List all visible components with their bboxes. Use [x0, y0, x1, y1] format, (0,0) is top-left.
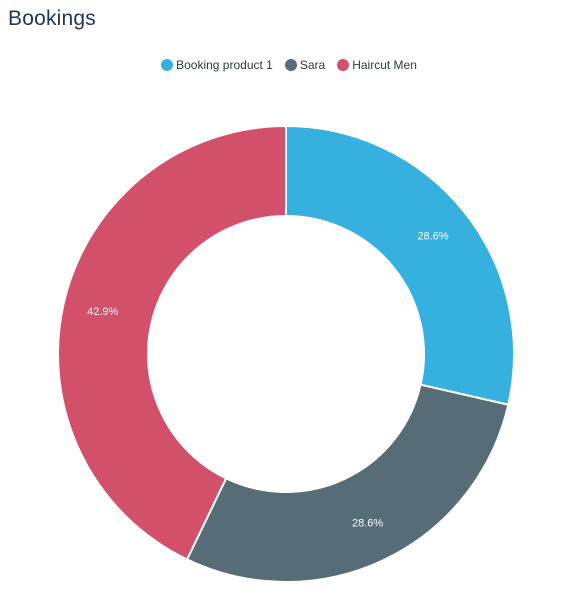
legend-swatch-haircut-men: [337, 59, 350, 71]
legend-item-booking-product-1[interactable]: Booking product 1: [161, 58, 273, 72]
legend-swatch-sara: [284, 59, 297, 71]
slice-haircut-men[interactable]: [57, 124, 287, 561]
slice-label-sara: 28.6%: [352, 517, 383, 529]
legend-label-haircut-men: Haircut Men: [352, 58, 417, 72]
slice-sara[interactable]: [185, 383, 510, 583]
slice-booking-product-1[interactable]: [285, 124, 515, 406]
legend-label-sara: Sara: [299, 58, 326, 72]
legend-item-haircut-men[interactable]: Haircut Men: [337, 58, 417, 72]
legend-label-booking-product-1: Booking product 1: [176, 58, 273, 72]
page-title: Bookings: [8, 7, 96, 30]
legend-swatch-booking-product-1: [161, 59, 174, 71]
slice-label-haircut-men: 42.9%: [87, 306, 118, 318]
legend-item-sara[interactable]: Sara: [284, 58, 326, 72]
slice-label-booking-product-1: 28.6%: [417, 231, 448, 243]
chart-legend: Booking product 1 Sara Haircut Men: [0, 58, 578, 72]
